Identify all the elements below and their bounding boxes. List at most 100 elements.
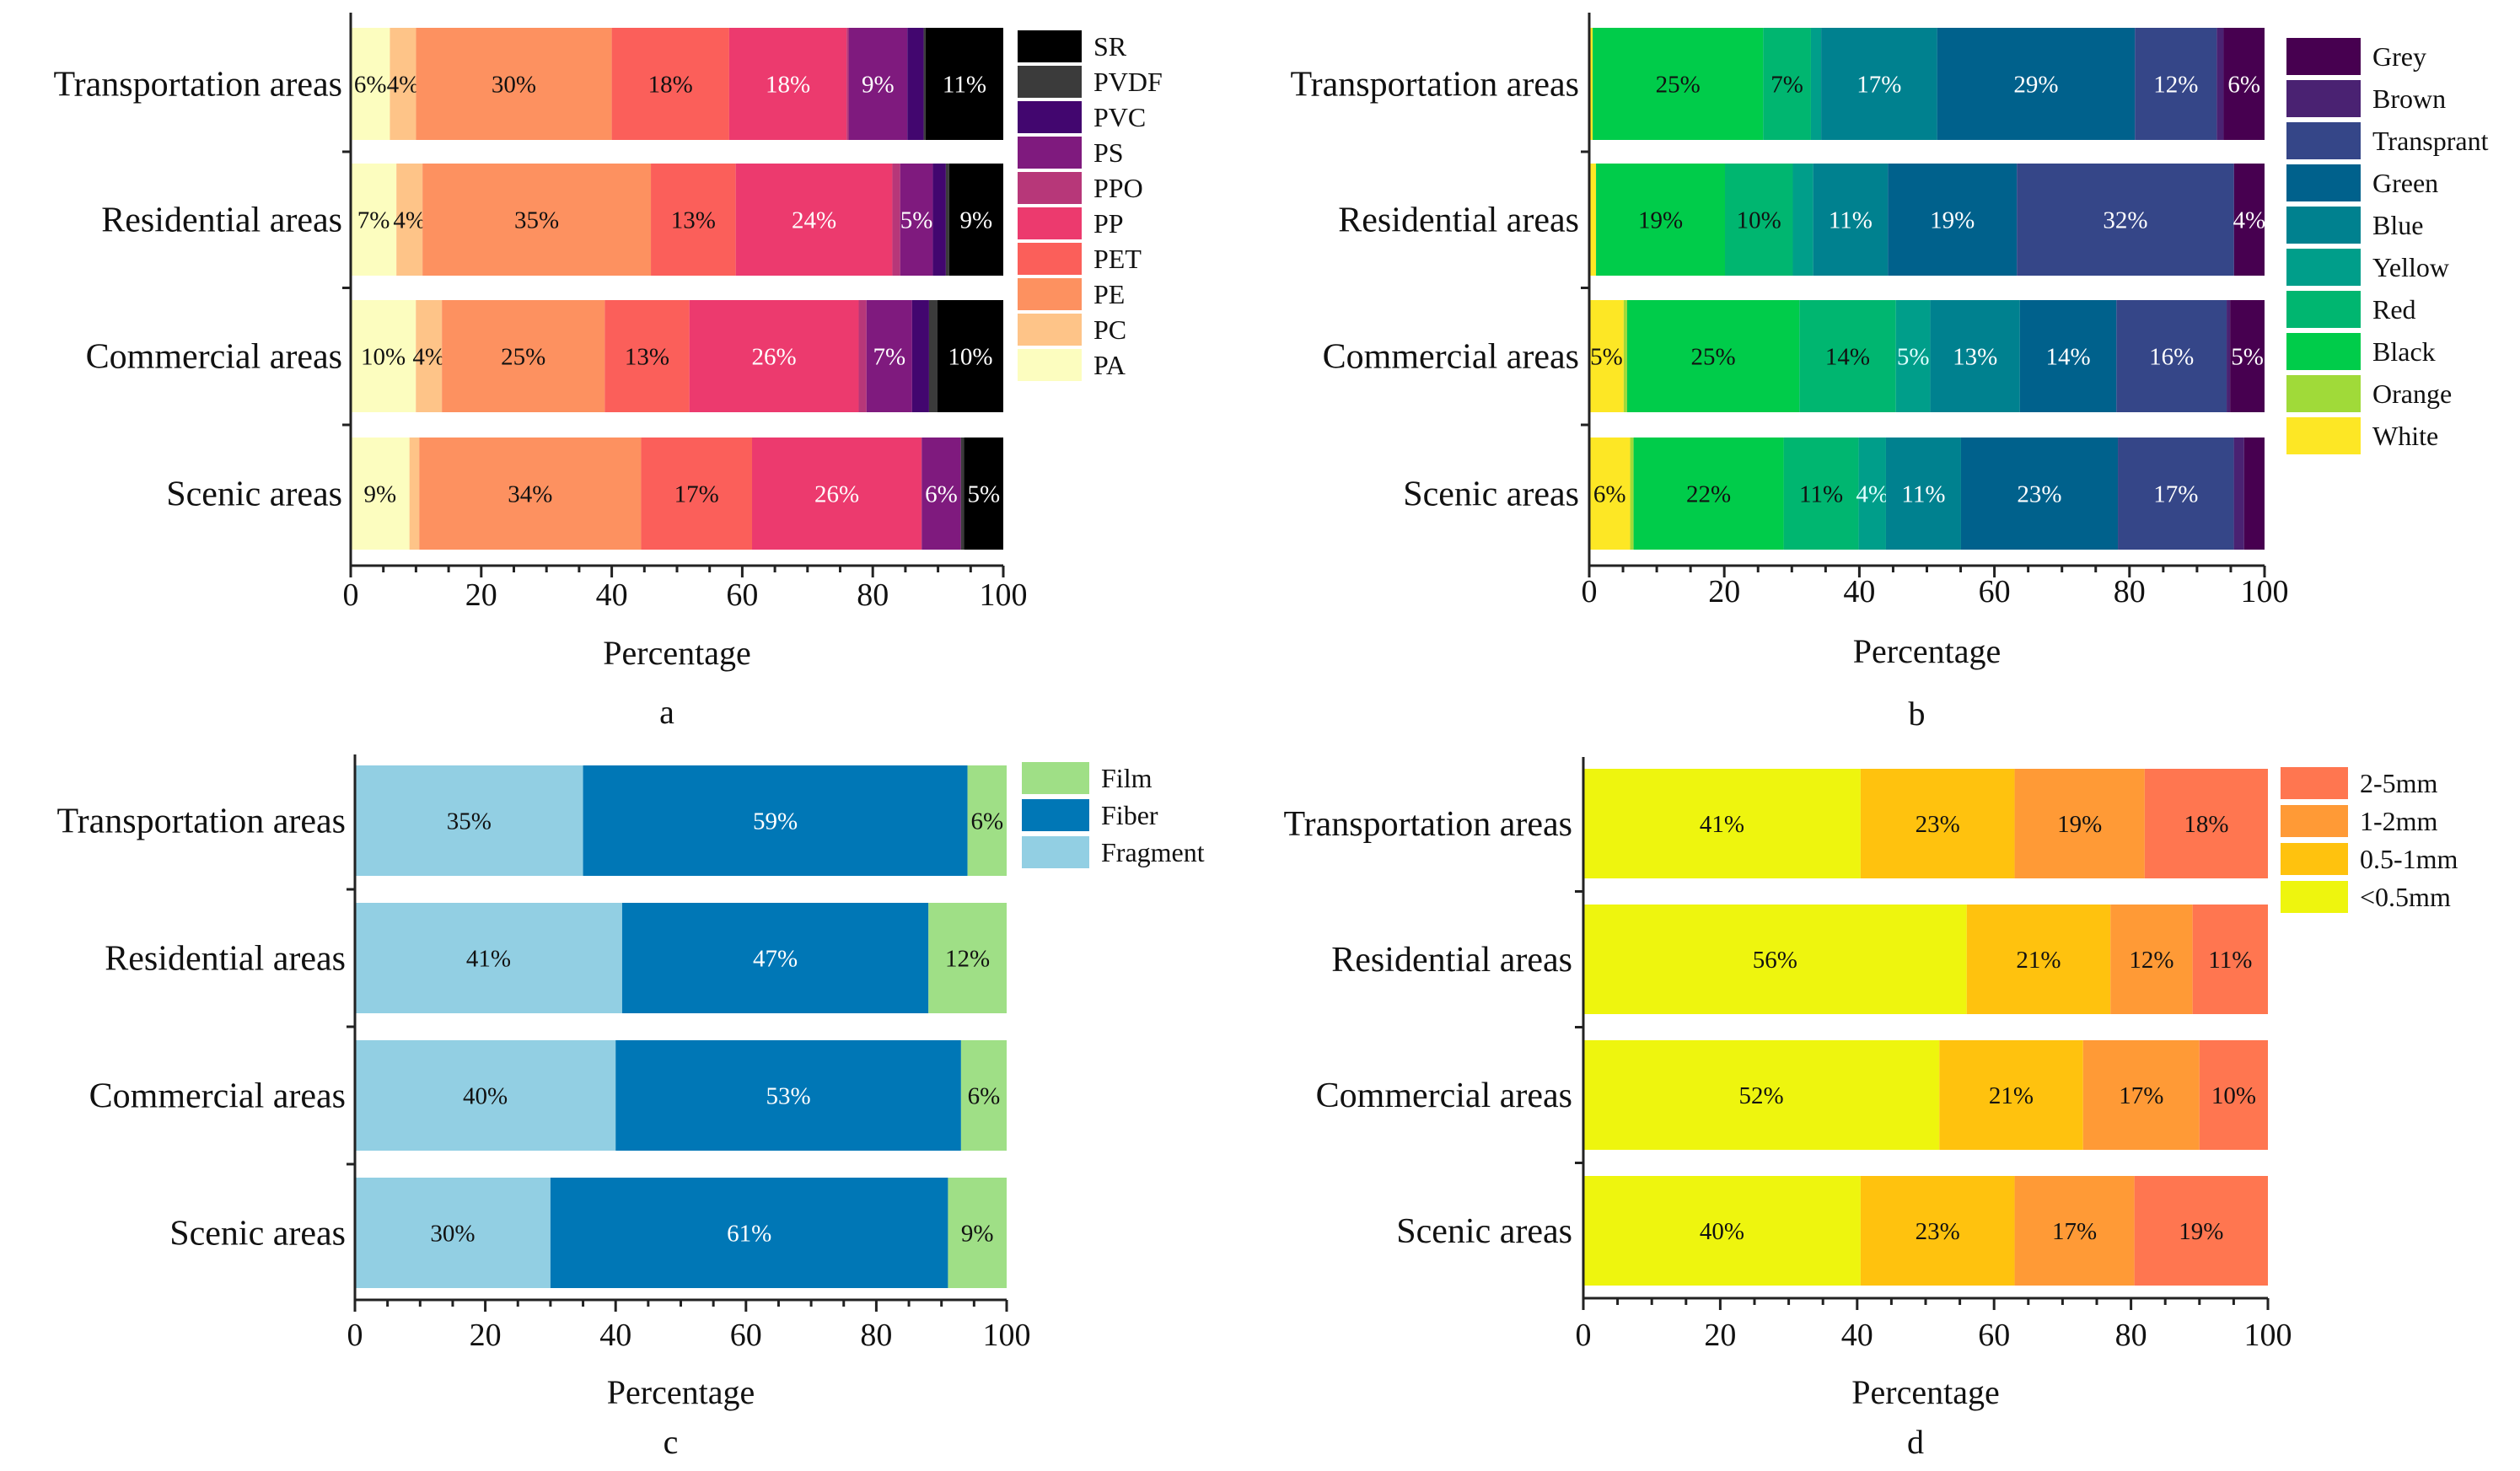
bar-segment-transprant [2118, 438, 2234, 550]
data-label: 7% [357, 207, 390, 234]
x-tick-label: 100 [980, 577, 1028, 613]
legend-swatch [1022, 762, 1089, 794]
panel-label: d [1907, 1423, 1924, 1461]
bar-segment-ps [866, 300, 912, 412]
data-label: 34% [508, 481, 552, 508]
bar-segment-2-5mm [2192, 905, 2268, 1014]
bar-segment-ppo [858, 300, 867, 412]
data-label: 14% [2045, 344, 2090, 371]
data-label: 6% [1593, 481, 1626, 508]
bar-segment-pp [728, 28, 847, 140]
legend-swatch [2286, 417, 2361, 454]
category-label: Transportation areas [53, 66, 342, 105]
category-label: Transportation areas [1290, 66, 1579, 105]
data-label: 17% [1856, 72, 1901, 99]
bar-segment-yellow [1895, 300, 1931, 412]
legend-swatch [1022, 799, 1089, 831]
data-label: 7% [873, 344, 905, 371]
bar-segment-green [2019, 300, 2117, 412]
legend: Film Fiber Fragment [1022, 762, 1205, 868]
panel-label: c [664, 1423, 679, 1461]
bar-segment-pvdf [928, 300, 938, 412]
bar-segment-pet [604, 300, 690, 412]
x-tick-label: 20 [470, 1318, 502, 1353]
legend-swatch [2286, 207, 2361, 244]
x-axis-title: Percentage [603, 634, 750, 672]
x-axis-title: Percentage [607, 1373, 755, 1411]
legend-label: PA [1093, 350, 1126, 380]
x-tick-label: 40 [596, 577, 628, 613]
data-label: 17% [674, 481, 719, 508]
legend-label: Black [2372, 336, 2436, 367]
legend-swatch [2286, 122, 2361, 159]
bar-segment-black [1593, 28, 1764, 140]
legend-swatch [1018, 349, 1082, 381]
data-label: 23% [1916, 811, 1960, 838]
bar-segment-blue [1885, 438, 1961, 550]
bar-segment-1-2mm [2014, 1176, 2135, 1286]
data-label: 18% [2184, 811, 2228, 838]
legend-swatch [2286, 38, 2361, 75]
category-label: Scenic areas [169, 1215, 346, 1254]
legend-swatch [1018, 207, 1082, 239]
data-label: 25% [501, 344, 545, 371]
legend-label: Film [1101, 763, 1153, 793]
category-label: Commercial areas [86, 338, 342, 377]
legend-swatch [2286, 249, 2361, 286]
legend-label: Red [2372, 294, 2416, 325]
data-label: 13% [671, 207, 716, 234]
category-label: Commercial areas [89, 1077, 346, 1116]
data-label: 17% [2153, 481, 2198, 508]
legend-label: Blue [2372, 210, 2423, 240]
bar-segment-pp [752, 438, 922, 550]
bar-segment-black [1633, 438, 1784, 550]
data-label: 4% [1856, 481, 1889, 508]
x-tick-label: 40 [1843, 574, 1875, 609]
data-label: 6% [970, 808, 1003, 835]
bar-segment-sr [937, 300, 1003, 412]
bar-segment-grey [2233, 164, 2265, 276]
bar-segment-brown [2216, 28, 2224, 140]
legend-swatch [2281, 767, 2348, 799]
chart-panel-c: 35% 59% 6% Transportation areas 41% 47% 12% Res… [56, 754, 1205, 1461]
bar-segment-black [1626, 300, 1800, 412]
bar-segment-1-2mm [2014, 769, 2145, 878]
data-label: 26% [752, 344, 797, 371]
bar-segment-yellow [1858, 438, 1886, 550]
x-tick-label: 60 [1978, 1318, 2010, 1353]
x-tick-label: 60 [1979, 574, 2011, 609]
legend: Grey Brown Transprant Green Blue Yellow Red Bla… [2286, 38, 2489, 454]
bar-segment-ps [921, 438, 961, 550]
bar-segment-orange [1623, 300, 1627, 412]
category-label: Scenic areas [1396, 1212, 1572, 1251]
legend-label: <0.5mm [2360, 882, 2451, 912]
bar-segment-ppo [846, 28, 849, 140]
x-tick-label: 0 [1582, 574, 1598, 609]
bar-segment-green [1888, 164, 2018, 276]
data-label: 23% [2017, 481, 2061, 508]
bar-segment-2-5mm [2134, 1176, 2268, 1286]
bar-segment-0-5-1mm [1860, 1176, 2015, 1286]
data-label: 59% [753, 808, 798, 835]
bar-segment--0-5mm [1583, 769, 1861, 878]
bar-segment-pvdf [960, 438, 964, 550]
data-label: 21% [1989, 1082, 2034, 1109]
legend-swatch [1018, 137, 1082, 169]
data-label: 25% [1656, 72, 1701, 99]
bar-segment-pp [689, 300, 859, 412]
x-tick-label: 100 [2244, 1318, 2292, 1353]
bar-segment-pc [390, 28, 416, 140]
bar-segment-fragment [355, 765, 583, 876]
x-tick-label: 40 [1841, 1318, 1873, 1353]
bar-segment-0-5-1mm [1966, 905, 2111, 1014]
category-label: Transportation areas [1283, 805, 1572, 844]
data-label: 35% [447, 808, 492, 835]
bar-segment-transprant [2116, 300, 2227, 412]
legend-label: 2-5mm [2360, 768, 2438, 798]
bar-segment-white [1589, 164, 1597, 276]
data-label: 13% [1953, 344, 1997, 371]
bar-segment-fragment [355, 1040, 616, 1151]
x-tick-label: 100 [2241, 574, 2289, 609]
x-tick-label: 0 [1576, 1318, 1592, 1353]
